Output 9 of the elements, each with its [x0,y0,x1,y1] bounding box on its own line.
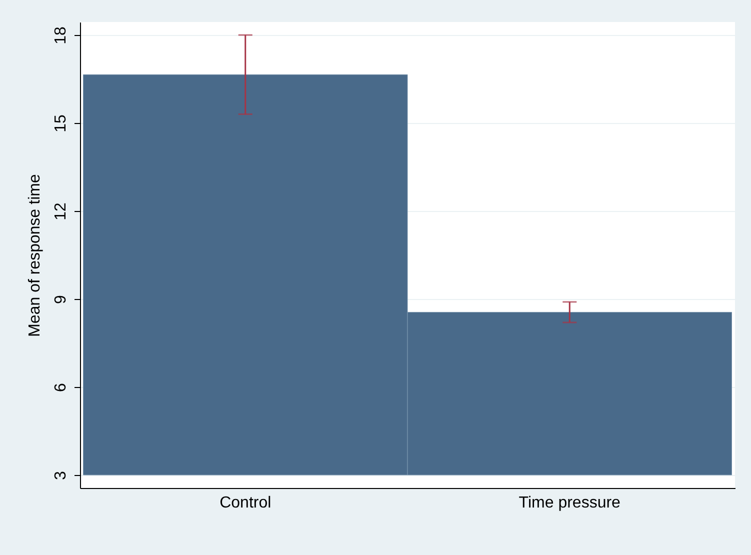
y-tick-label: 6 [52,382,70,392]
y-tick-label: 9 [52,294,70,304]
y-tick-label: 18 [52,26,70,44]
x-tick-label: Control [220,494,272,512]
y-tick-label: 15 [52,114,70,132]
y-axis-title: Mean of response time [26,174,44,337]
y-tick-label: 12 [52,202,70,220]
y-tick-label: 3 [52,470,70,480]
x-tick-label: Time pressure [518,494,621,512]
